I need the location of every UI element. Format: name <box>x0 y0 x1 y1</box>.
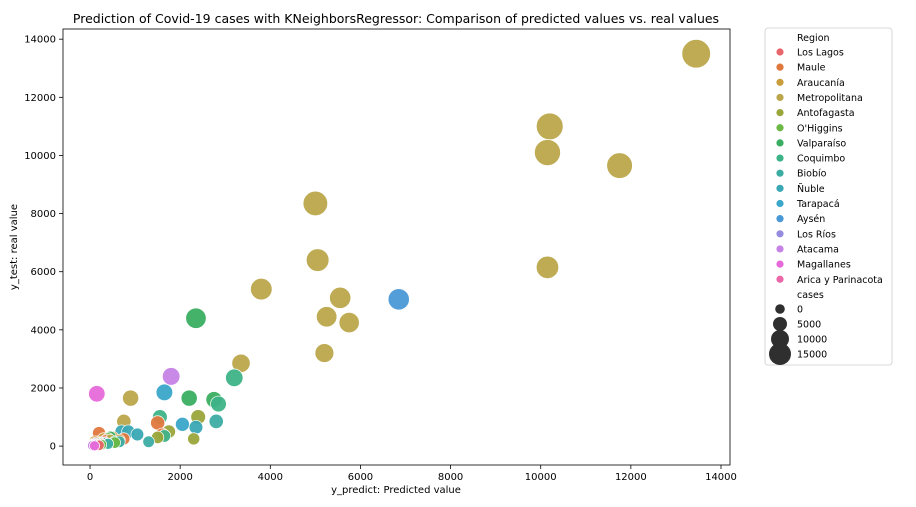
legend-marker <box>776 275 784 283</box>
legend-label: Aysén <box>797 214 825 225</box>
chart-title: Prediction of Covid-19 cases with KNeigh… <box>73 11 719 26</box>
legend-label: Ñuble <box>797 184 825 195</box>
legend-marker <box>776 215 784 223</box>
data-point <box>387 288 410 311</box>
data-point <box>305 248 330 272</box>
legend-hue-entries: Los Lagos Maule Araucanía Metropolitana Anto… <box>776 48 883 286</box>
legend-marker <box>776 109 784 117</box>
data-point <box>161 367 181 386</box>
data-point <box>142 435 155 448</box>
data-point <box>681 39 711 69</box>
legend-label: Atacama <box>797 244 839 255</box>
legend-marker <box>776 124 784 132</box>
data-point <box>534 139 561 166</box>
data-point <box>208 413 224 429</box>
legend-size-label: 15000 <box>797 350 827 361</box>
legend-size-label: 0 <box>797 305 803 316</box>
legend-marker <box>776 260 784 268</box>
data-point <box>606 152 633 179</box>
legend-size-marker <box>775 304 785 314</box>
legend-size-marker <box>769 343 791 365</box>
data-point <box>329 286 352 309</box>
y-tick-label: 14000 <box>24 35 56 46</box>
x-tick-label: 10000 <box>525 472 557 483</box>
data-point <box>535 255 560 279</box>
legend-label: Biobío <box>797 169 827 180</box>
legend-label: Maule <box>797 63 826 74</box>
legend-label: Los Ríos <box>797 229 836 240</box>
legend-marker <box>776 93 784 102</box>
data-point <box>314 343 335 363</box>
legend-marker <box>776 154 784 162</box>
legend-label: Arica y Parinacota <box>797 275 883 286</box>
x-tick-label: 12000 <box>615 472 647 483</box>
data-point <box>535 112 564 141</box>
data-point <box>188 419 204 435</box>
legend-marker <box>776 199 784 208</box>
y-axis-label: y_test: real value <box>9 204 20 290</box>
data-point <box>180 389 198 407</box>
data-point <box>187 432 201 446</box>
y-tick-label: 10000 <box>24 151 56 162</box>
x-tick-label: 14000 <box>705 472 737 483</box>
legend-label: Valparaíso <box>797 138 846 149</box>
legend-box <box>764 27 893 366</box>
legend-marker <box>776 245 784 253</box>
axes: 0 2000 4000 6000 8000 10000 12000 14000 0 2000 400… <box>24 35 737 483</box>
data-point <box>338 312 360 334</box>
legend-label: Coquimbo <box>797 154 845 165</box>
data-point <box>316 306 338 328</box>
legend-marker <box>776 139 784 147</box>
data-point <box>89 440 100 452</box>
y-tick-label: 6000 <box>31 267 56 278</box>
legend-size-label: 5000 <box>797 320 821 331</box>
data-point <box>122 389 140 407</box>
legend-label: Los Lagos <box>797 48 844 59</box>
y-tick-label: 2000 <box>31 383 56 394</box>
data-point <box>175 416 190 432</box>
legend-marker <box>776 184 784 192</box>
x-tick-label: 0 <box>87 472 93 483</box>
legend-size-entries: 0 5000 10000 15000 <box>769 304 827 365</box>
data-point <box>88 385 106 403</box>
legend-size-label: 10000 <box>797 335 827 346</box>
y-tick-label: 0 <box>50 442 56 453</box>
legend-marker <box>776 169 784 177</box>
data-point <box>225 368 244 387</box>
data-point <box>130 427 145 442</box>
x-tick-label: 6000 <box>348 472 373 483</box>
data-point <box>210 395 227 413</box>
x-axis-label: y_predict: Predicted value <box>331 485 461 496</box>
legend-label: Antofagasta <box>797 108 855 119</box>
y-tick-label: 4000 <box>31 325 56 336</box>
x-tick-label: 2000 <box>167 472 192 483</box>
data-points <box>86 39 711 452</box>
data-point <box>155 383 174 402</box>
legend-size-marker <box>771 330 789 348</box>
legend-label: O'Higgins <box>797 123 843 134</box>
legend-label: Araucanía <box>797 78 845 89</box>
legend-marker <box>776 230 784 238</box>
x-tick-label: 8000 <box>438 472 463 483</box>
plot-area <box>62 28 731 466</box>
legend-marker <box>776 78 784 86</box>
legend-label: Tarapacá <box>796 199 840 210</box>
legend-marker <box>776 63 784 71</box>
legend-size-marker <box>773 317 787 331</box>
legend-label: Metropolitana <box>797 93 863 104</box>
legend-label: Magallanes <box>797 260 851 271</box>
legend-title-region: Region <box>797 33 830 44</box>
data-point <box>250 277 273 301</box>
legend: Region Los Lagos Maule Araucanía Metropolit… <box>764 27 893 366</box>
data-point <box>185 307 207 329</box>
x-tick-label: 4000 <box>258 472 283 483</box>
data-point <box>302 190 329 217</box>
y-tick-label: 8000 <box>31 209 56 220</box>
y-tick-label: 12000 <box>24 93 56 104</box>
legend-marker <box>776 48 784 56</box>
legend-title-cases: cases <box>797 290 824 301</box>
